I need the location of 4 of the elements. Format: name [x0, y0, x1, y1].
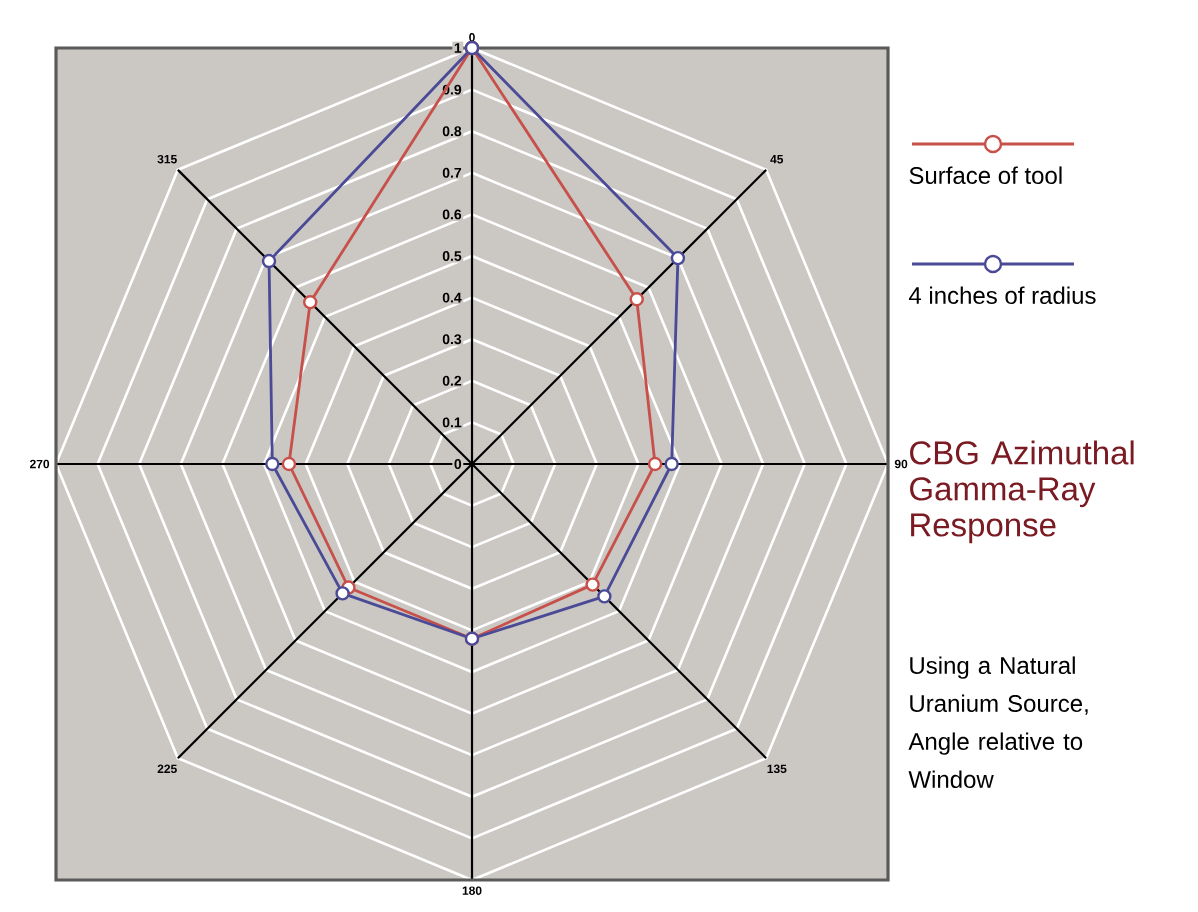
text: CBG Azimuthal Gamma-Ray Response — [910, 440, 1134, 544]
text: Using a Natural Uranium Source, Angle relative to Window — [908, 656, 1088, 789]
legend-label: 4 inches of radius — [908, 286, 1096, 305]
legend-label: Surface of tool — [909, 166, 1062, 185]
